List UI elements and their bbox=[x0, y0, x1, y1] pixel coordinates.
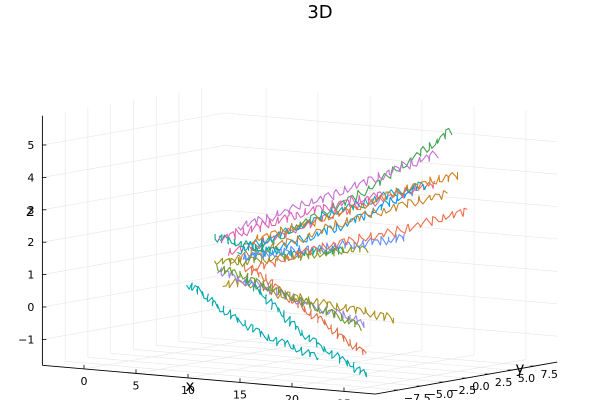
x-axis-title: x bbox=[186, 377, 195, 395]
y-grid-line bbox=[178, 341, 512, 371]
z-grid-line bbox=[42, 112, 225, 146]
x-tick-label: 20 bbox=[285, 393, 299, 400]
chart-title: 3D bbox=[307, 2, 332, 23]
z-axis-title: z bbox=[26, 202, 34, 220]
z-grid-line bbox=[224, 274, 558, 305]
y-grid-line bbox=[133, 349, 467, 379]
z-tick-label: 2 bbox=[27, 236, 34, 249]
series-line bbox=[242, 234, 405, 262]
z-grid-line bbox=[42, 274, 225, 308]
z-grid-line bbox=[224, 307, 558, 337]
y-tick-label: 7.5 bbox=[541, 368, 559, 381]
z-grid-line bbox=[42, 307, 225, 340]
axis-layer bbox=[41, 115, 558, 395]
y-tick-label: 2.5 bbox=[495, 376, 513, 389]
y-grid-line bbox=[65, 361, 398, 391]
z-tick-label: 1 bbox=[27, 269, 34, 282]
series-line bbox=[250, 172, 459, 245]
series-line bbox=[250, 127, 453, 253]
z-tick-label: 3 bbox=[27, 204, 34, 217]
z-grid-line bbox=[224, 242, 558, 272]
z-tick-label: −1 bbox=[18, 333, 34, 346]
series-line bbox=[244, 276, 368, 378]
x-tick-label: 0 bbox=[81, 375, 88, 388]
z-grid-line bbox=[224, 112, 558, 143]
z-tick-label: 0 bbox=[27, 301, 34, 314]
x-tick-label: 15 bbox=[233, 388, 247, 400]
z-grid-line bbox=[224, 209, 558, 240]
series-line bbox=[214, 244, 369, 267]
y-tick-label: −2.5 bbox=[449, 384, 476, 397]
z-grid-line bbox=[224, 177, 558, 207]
z-grid-line bbox=[42, 177, 225, 211]
series-line bbox=[227, 180, 436, 256]
series-line bbox=[186, 282, 319, 361]
y-grid-line bbox=[110, 353, 444, 383]
series-line bbox=[216, 267, 365, 329]
x-tick-label: 25 bbox=[337, 397, 351, 400]
z-grid-line bbox=[42, 145, 225, 178]
z-grid-line bbox=[42, 242, 225, 275]
series-line bbox=[237, 181, 427, 255]
x-tick-label: 5 bbox=[133, 379, 140, 392]
series-line bbox=[216, 265, 362, 332]
y-tick-label: 5.0 bbox=[518, 372, 536, 385]
grid-layer bbox=[42, 87, 558, 392]
z-grid-line bbox=[224, 145, 558, 175]
x-tick-label: 10 bbox=[181, 384, 195, 397]
y-tick-label: −7.5 bbox=[404, 392, 431, 400]
tick-layer: 0 5 10 15 20 25 −7.5−5.0−2.50.0 2.5 5.0 7.5 −1 0 1 2 3… bbox=[18, 139, 558, 400]
y-grid-line bbox=[201, 337, 535, 367]
z-tick-label: 5 bbox=[27, 139, 34, 152]
y-grid-line bbox=[156, 345, 489, 375]
series-line bbox=[251, 207, 468, 272]
series-line bbox=[243, 263, 367, 356]
series-line bbox=[237, 150, 439, 231]
y-axis-title: y bbox=[516, 359, 525, 377]
x-axis-line bbox=[42, 364, 376, 395]
z-grid-line bbox=[42, 209, 225, 243]
series-line bbox=[218, 191, 385, 243]
series-layer bbox=[186, 127, 468, 378]
y-tick-label: 0.0 bbox=[472, 380, 490, 393]
y-grid-line bbox=[87, 357, 421, 387]
y-tick-label: −5.0 bbox=[427, 388, 454, 400]
z-tick-label: 4 bbox=[27, 171, 34, 184]
